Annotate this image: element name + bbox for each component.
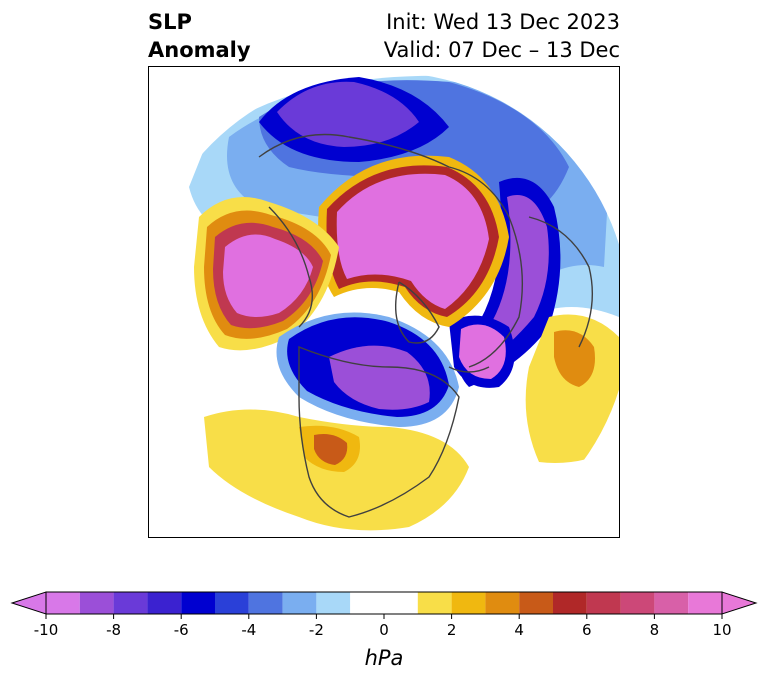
colorbar-cell <box>451 592 486 614</box>
colorbar-cell <box>215 592 249 614</box>
colorbar-cell <box>654 592 689 614</box>
title-line-2: Anomaly <box>148 38 251 62</box>
colorbar-cell <box>113 592 148 614</box>
field-neg8-top <box>277 81 419 147</box>
colorbar-cell <box>553 592 587 614</box>
colorbar-right-extension <box>721 591 758 615</box>
colorbar-cell <box>620 592 655 614</box>
colorbar-tick-label: -10 <box>34 621 59 639</box>
field-pos4-us <box>314 434 348 465</box>
colorbar-cell <box>519 592 553 614</box>
colorbar-cell <box>417 592 452 614</box>
coastlines <box>258 133 593 518</box>
colorbar-tick-label: -2 <box>309 621 324 639</box>
field-neg10-pacific <box>459 324 506 379</box>
colorbar-cell <box>350 592 418 614</box>
colorbar-cell <box>46 592 80 614</box>
colorbar-cell <box>147 592 182 614</box>
colorbar-units: hPa <box>364 646 404 670</box>
colorbar-tick-label: 0 <box>379 621 389 639</box>
colorbar-cell <box>79 592 114 614</box>
colorbar-tick-label: -8 <box>106 621 121 639</box>
field-neg8-canada <box>329 345 430 410</box>
colorbar-cell <box>586 592 621 614</box>
init-date: Init: Wed 13 Dec 2023 <box>386 10 620 34</box>
colorbar-cell <box>485 592 520 614</box>
colorbar: -10 -8 -6 -4 -2 0 2 4 6 8 10 <box>10 591 758 639</box>
colorbar-cell <box>316 592 351 614</box>
colorbar-left-extension <box>10 591 47 615</box>
title-line-1: SLP <box>148 10 192 34</box>
colorbar-ticks: -10 -8 -6 -4 -2 0 2 4 6 8 10 <box>34 614 732 639</box>
coast-alaska <box>448 366 490 373</box>
colorbar-cell <box>688 592 722 614</box>
colorbar-tick-label: 2 <box>447 621 457 639</box>
map-svg <box>189 75 619 531</box>
field-pos10-arctic <box>336 173 489 309</box>
coast-eurasia <box>258 133 524 368</box>
valid-range: Valid: 07 Dec – 13 Dec <box>383 38 620 62</box>
coast-asia-east <box>528 216 593 348</box>
coast-greenland <box>394 281 440 344</box>
colorbar-cell <box>181 592 215 614</box>
field-pos1-east <box>525 314 619 463</box>
chart-title: SLP Anomaly <box>148 8 251 64</box>
colorbar-cell <box>282 592 317 614</box>
field-pos3-east <box>554 330 595 387</box>
coast-europe <box>268 206 313 328</box>
colorbar-cell <box>248 592 283 614</box>
anomaly-fields <box>189 75 619 531</box>
chart-subtitle: Init: Wed 13 Dec 2023 Valid: 07 Dec – 13… <box>384 8 620 64</box>
coast-north-america <box>298 345 460 518</box>
colorbar-tick-label: 8 <box>650 621 660 639</box>
colorbar-tick-label: -4 <box>241 621 256 639</box>
colorbar-tick-label: 4 <box>514 621 524 639</box>
field-pos10-atlantic <box>223 234 313 317</box>
colorbar-tick-label: 10 <box>712 621 731 639</box>
colorbar-tick-label: -6 <box>174 621 189 639</box>
colorbar-tick-label: 6 <box>582 621 592 639</box>
colorbar-cells <box>46 592 722 614</box>
anomaly-map <box>148 66 620 538</box>
